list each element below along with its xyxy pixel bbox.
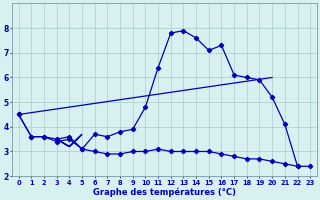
- X-axis label: Graphe des températures (°C): Graphe des températures (°C): [93, 187, 236, 197]
